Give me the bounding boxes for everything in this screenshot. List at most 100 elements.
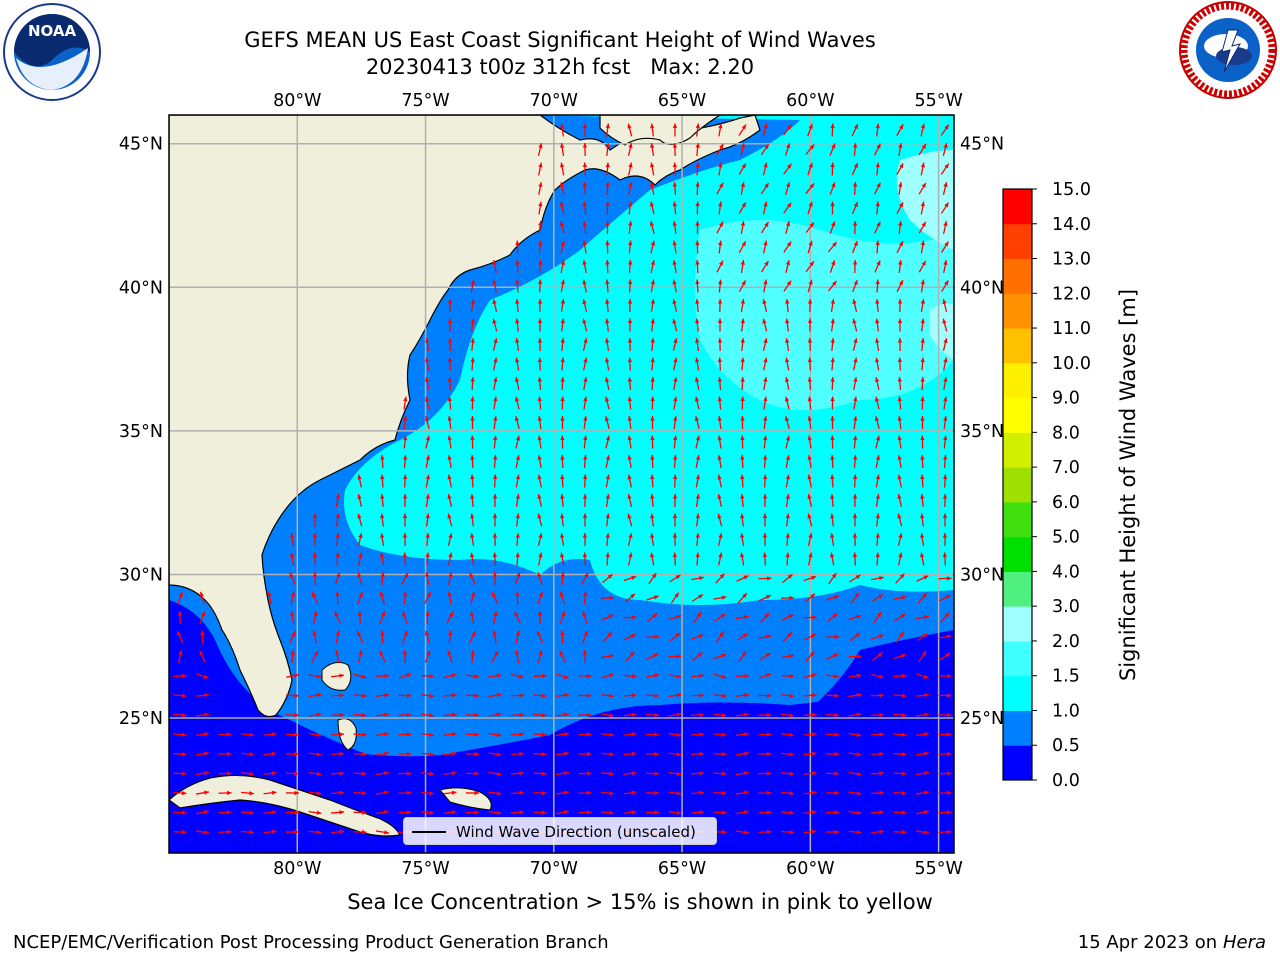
wave-arrow xyxy=(353,693,367,698)
wave-arrow xyxy=(938,751,952,757)
wave-arrow xyxy=(897,494,903,507)
wave-arrow xyxy=(357,513,363,527)
wave-arrow xyxy=(758,576,772,581)
wave-arrow xyxy=(402,552,408,566)
wave-arrow xyxy=(447,572,453,585)
wave-arrow xyxy=(758,829,772,835)
wave-arrow xyxy=(330,829,345,834)
wave-arrow xyxy=(716,221,724,234)
lon-tick-bottom-5: 55°W xyxy=(914,859,962,879)
lon-tick-top-1: 75°W xyxy=(401,91,449,111)
wave-arrow xyxy=(330,693,345,698)
wave-arrow xyxy=(785,532,790,547)
lon-tick-bottom-1: 75°W xyxy=(401,859,449,879)
wave-arrow xyxy=(646,673,659,678)
wave-arrow xyxy=(695,240,700,254)
wave-arrow xyxy=(695,279,700,293)
wave-arrow xyxy=(447,298,453,313)
wave-arrow xyxy=(808,552,813,566)
wave-arrow xyxy=(555,810,570,815)
wave-arrow xyxy=(942,454,948,469)
wave-arrow xyxy=(872,651,883,662)
wave-arrow xyxy=(537,591,543,605)
wave-arrow xyxy=(559,650,566,663)
wave-arrow xyxy=(852,142,858,157)
wave-arrow xyxy=(650,357,655,371)
wave-arrow xyxy=(917,592,928,604)
wave-arrow xyxy=(783,202,792,214)
wave-arrow xyxy=(897,474,902,488)
colorbar-tick-8: 6.0 xyxy=(1052,493,1080,513)
wave-arrow xyxy=(582,318,588,332)
wave-arrow xyxy=(848,673,862,678)
wave-arrow xyxy=(803,732,817,737)
wave-arrow xyxy=(308,791,322,796)
wave-arrow xyxy=(559,552,565,566)
wave-arrow xyxy=(672,552,678,566)
wave-arrow xyxy=(425,552,430,566)
wave-arrow xyxy=(875,552,880,566)
wave-arrow xyxy=(758,594,772,602)
wave-arrow xyxy=(829,552,835,566)
wave-arrow xyxy=(762,474,768,488)
wave-arrow xyxy=(286,673,299,678)
wave-arrow xyxy=(695,532,700,547)
wave-arrow xyxy=(488,791,502,796)
wave-arrow xyxy=(398,790,412,796)
wave-arrow xyxy=(828,572,837,585)
wave-arrow xyxy=(785,455,791,468)
wave-arrow xyxy=(873,611,882,624)
wave-arrow xyxy=(375,830,390,835)
wave-arrow xyxy=(942,221,948,234)
wave-arrow xyxy=(173,732,187,737)
wave-arrow xyxy=(690,810,705,815)
wave-arrow xyxy=(218,790,232,796)
wave-arrow xyxy=(380,474,385,488)
wave-arrow xyxy=(830,318,835,332)
wave-arrow xyxy=(447,591,452,605)
wave-arrow xyxy=(849,574,861,583)
wave-arrow xyxy=(898,181,903,196)
wave-arrow xyxy=(920,201,926,215)
wave-arrow xyxy=(311,650,319,663)
wave-arrow xyxy=(695,493,700,508)
wave-arrow xyxy=(897,376,903,391)
wave-arrow xyxy=(308,732,322,737)
wave-arrow xyxy=(672,259,677,274)
colorbar-segment-16 xyxy=(1003,189,1032,225)
wave-arrow xyxy=(762,552,768,566)
wave-arrow xyxy=(853,357,858,371)
wave-arrow xyxy=(604,396,610,410)
wave-arrow xyxy=(783,163,792,175)
wave-arrow xyxy=(537,415,542,430)
wave-arrow xyxy=(628,220,633,235)
svg-text:NOAA: NOAA xyxy=(28,22,77,40)
wave-arrow xyxy=(893,771,907,776)
wave-arrow xyxy=(470,435,475,449)
wave-arrow xyxy=(740,143,746,156)
wave-arrow xyxy=(875,435,881,449)
wave-arrow xyxy=(582,279,587,293)
wave-arrow xyxy=(780,654,795,659)
wave-arrow xyxy=(920,416,925,429)
wave-arrow xyxy=(830,513,835,527)
wave-arrow xyxy=(330,790,345,796)
wave-arrow xyxy=(942,532,948,547)
wave-arrow xyxy=(780,829,795,835)
wave-arrow xyxy=(920,279,925,293)
wave-arrow xyxy=(897,533,903,546)
wave-arrow xyxy=(713,673,727,679)
wave-arrow xyxy=(195,732,210,737)
colorbar-tick-14: 12.0 xyxy=(1052,284,1091,304)
wave-arrow xyxy=(807,279,813,293)
wave-arrow xyxy=(893,790,907,796)
wave-arrow xyxy=(874,416,880,429)
wave-arrow xyxy=(938,732,952,737)
wave-arrow xyxy=(425,337,430,352)
wave-arrow xyxy=(897,454,902,469)
wave-arrow xyxy=(690,576,705,581)
ocean-patch-low-se xyxy=(560,630,954,853)
wave-arrow xyxy=(938,712,952,718)
wave-arrow xyxy=(940,202,950,214)
wave-arrow xyxy=(851,240,859,254)
